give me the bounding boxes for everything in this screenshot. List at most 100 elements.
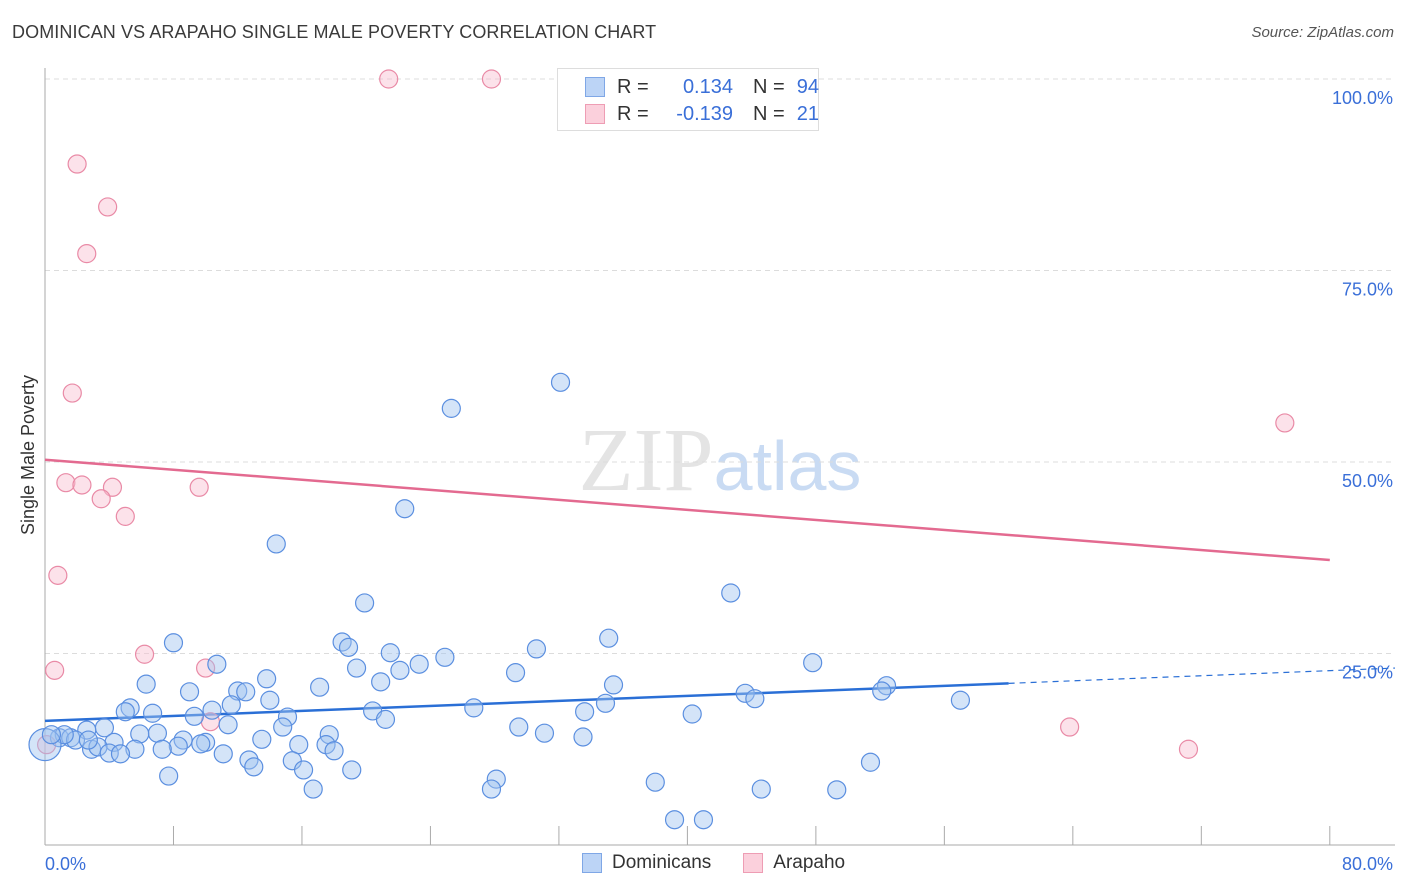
y-tick-label: 75.0% bbox=[1342, 280, 1393, 300]
dominicans-point bbox=[207, 654, 227, 674]
arapaho-point bbox=[56, 473, 76, 493]
dominicans-point bbox=[346, 658, 367, 678]
dominicans-point bbox=[221, 695, 241, 715]
blue-swatch-icon bbox=[585, 77, 605, 97]
dominicans-point bbox=[464, 698, 484, 718]
y-tick-label: 25.0% bbox=[1342, 663, 1393, 683]
arapaho-point bbox=[134, 644, 155, 664]
dominicans-point bbox=[390, 660, 410, 680]
dominicans-point bbox=[645, 772, 665, 792]
dominicans-point bbox=[273, 717, 293, 737]
dominicans-point bbox=[950, 690, 971, 710]
dominicans-point bbox=[371, 672, 391, 692]
dominicans-point bbox=[257, 669, 277, 689]
dominicans-point bbox=[505, 663, 526, 683]
dominicans-point bbox=[130, 724, 150, 744]
source-label: Source: ZipAtlas.com bbox=[1251, 24, 1394, 41]
dominicans-point bbox=[534, 723, 555, 743]
dominicans-point bbox=[338, 637, 359, 657]
dominicans-point bbox=[179, 682, 200, 702]
dominicans-point bbox=[260, 690, 280, 710]
dominicans-point bbox=[266, 534, 286, 554]
dominicans-point bbox=[159, 766, 179, 786]
dominicans-point bbox=[693, 810, 714, 830]
dominicans-point bbox=[289, 735, 309, 755]
arapaho-point bbox=[1060, 717, 1080, 737]
dominicans-point bbox=[745, 689, 765, 709]
dominicans-point bbox=[860, 752, 881, 772]
dominicans-point bbox=[573, 727, 593, 747]
x-tick-label-min: 0.0% bbox=[45, 854, 86, 874]
dominicans-point bbox=[735, 683, 755, 703]
arapaho-trend-line bbox=[44, 458, 1330, 562]
dominicans-point bbox=[41, 725, 62, 745]
dominicans-point bbox=[252, 729, 272, 749]
dominicans-point bbox=[721, 583, 741, 603]
arapaho-point bbox=[91, 489, 111, 509]
arapaho-point bbox=[98, 197, 118, 217]
dominicans-point bbox=[409, 654, 429, 674]
y-tick-label: 100.0% bbox=[1332, 88, 1393, 108]
dominicans-point bbox=[827, 780, 847, 800]
arapaho-point bbox=[67, 154, 87, 174]
dominicans-point bbox=[599, 628, 619, 648]
dominicans-point bbox=[78, 730, 98, 750]
dominicans-point bbox=[481, 779, 502, 799]
arapaho-point bbox=[48, 565, 68, 585]
dominicans-point bbox=[380, 643, 400, 663]
dominicans-point bbox=[664, 810, 685, 830]
arapaho-point bbox=[1275, 413, 1295, 433]
arapaho-point bbox=[72, 475, 92, 495]
dominicans-point bbox=[152, 739, 172, 759]
dominicans-point bbox=[550, 372, 571, 392]
arapaho-point bbox=[115, 506, 135, 526]
dominicans-point bbox=[310, 677, 330, 697]
arapaho-point bbox=[102, 477, 123, 497]
dominicans-point bbox=[603, 675, 624, 695]
dominicans-point bbox=[239, 750, 259, 770]
pink-swatch-icon bbox=[585, 104, 605, 124]
series-legend: Dominicans Arapaho bbox=[582, 852, 845, 874]
dominicans-trend-extension bbox=[1008, 667, 1396, 684]
dominicans-point bbox=[354, 593, 375, 613]
x-tick-label-max: 80.0% bbox=[1342, 854, 1393, 874]
dominicans-point bbox=[168, 736, 188, 756]
dominicans-point bbox=[202, 700, 222, 720]
dominicans-point bbox=[236, 682, 256, 702]
dominicans-point bbox=[342, 760, 362, 780]
dominicans-point bbox=[293, 760, 314, 780]
dominicans-point bbox=[218, 715, 238, 735]
dominicans-point bbox=[277, 707, 298, 727]
dominicans-point bbox=[115, 702, 135, 722]
arapaho-point bbox=[1178, 739, 1199, 759]
dominicans-swatch-icon bbox=[582, 853, 602, 873]
dominicans-point bbox=[751, 779, 771, 799]
n-label: N = bbox=[753, 75, 785, 98]
arapaho-point bbox=[62, 383, 82, 403]
legend-dominicans: Dominicans bbox=[612, 852, 712, 873]
dominicans-point bbox=[184, 706, 204, 726]
y-tick-label: 50.0% bbox=[1342, 471, 1393, 491]
arapaho-point bbox=[77, 244, 97, 264]
arapaho-point bbox=[379, 69, 399, 89]
dominicans-point bbox=[147, 723, 168, 743]
legend-arapaho: Arapaho bbox=[773, 852, 846, 873]
dominicans-point bbox=[324, 741, 344, 761]
arapaho-point bbox=[195, 658, 216, 678]
legend-row-arapaho: R = -0.139 N = 21 bbox=[585, 102, 819, 126]
stats-legend: R = 0.134 N = 94 R = -0.139 N = 21 bbox=[557, 68, 819, 131]
r-value: 0.134 bbox=[682, 75, 733, 98]
dominicans-point bbox=[213, 744, 233, 764]
dominicans-point bbox=[136, 674, 156, 694]
r-label: R = bbox=[617, 102, 649, 125]
dominicans-point bbox=[872, 681, 892, 701]
n-value: 21 bbox=[796, 102, 819, 125]
legend-row-dominicans: R = 0.134 N = 94 bbox=[585, 75, 819, 99]
dominicans-point bbox=[575, 702, 595, 722]
arapaho-swatch-icon bbox=[743, 853, 764, 873]
arapaho-point bbox=[481, 69, 502, 89]
dominicans-point bbox=[595, 693, 616, 713]
dominicans-point bbox=[509, 717, 529, 737]
dominicans-point bbox=[244, 757, 264, 777]
